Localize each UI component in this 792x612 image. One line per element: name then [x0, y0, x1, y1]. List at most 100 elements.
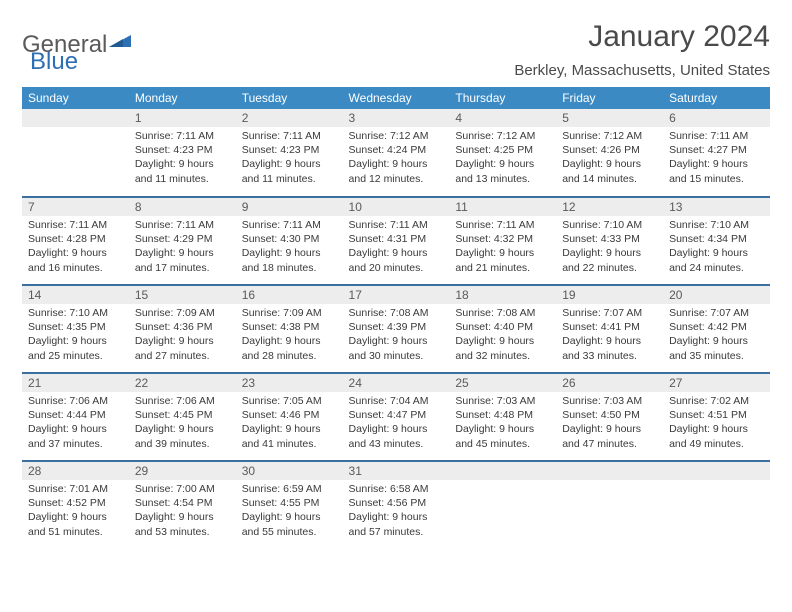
day-detail-line: Sunrise: 7:12 AM [455, 129, 550, 143]
day-number: 23 [236, 374, 343, 392]
day-details: Sunrise: 7:08 AMSunset: 4:39 PMDaylight:… [343, 304, 450, 367]
day-number: 17 [343, 286, 450, 304]
day-detail-line: and 53 minutes. [135, 525, 230, 539]
weekday-header: Tuesday [236, 87, 343, 109]
day-details: Sunrise: 7:03 AMSunset: 4:48 PMDaylight:… [449, 392, 556, 455]
day-detail-line: Sunrise: 7:06 AM [28, 394, 123, 408]
day-number: 3 [343, 109, 450, 127]
day-detail-line: Daylight: 9 hours [669, 422, 764, 436]
header: General January 2024 Berkley, Massachuse… [22, 20, 770, 79]
day-detail-line: Sunset: 4:47 PM [349, 408, 444, 422]
day-detail-line: Sunset: 4:36 PM [135, 320, 230, 334]
day-detail-line: Sunset: 4:29 PM [135, 232, 230, 246]
day-detail-line: and 12 minutes. [349, 172, 444, 186]
day-detail-line: Sunset: 4:35 PM [28, 320, 123, 334]
day-detail-line: Daylight: 9 hours [455, 422, 550, 436]
day-number: 14 [22, 286, 129, 304]
day-number: 31 [343, 462, 450, 480]
calendar-cell: 25Sunrise: 7:03 AMSunset: 4:48 PMDayligh… [449, 373, 556, 461]
calendar-cell: 29Sunrise: 7:00 AMSunset: 4:54 PMDayligh… [129, 461, 236, 549]
logo-text-blue: Blue [30, 48, 78, 76]
day-number: 25 [449, 374, 556, 392]
day-detail-line: Sunrise: 7:00 AM [135, 482, 230, 496]
day-detail-line: and 32 minutes. [455, 349, 550, 363]
calendar-row: 7Sunrise: 7:11 AMSunset: 4:28 PMDaylight… [22, 197, 770, 285]
day-details: Sunrise: 7:11 AMSunset: 4:30 PMDaylight:… [236, 216, 343, 279]
day-number: 29 [129, 462, 236, 480]
calendar-row: 21Sunrise: 7:06 AMSunset: 4:44 PMDayligh… [22, 373, 770, 461]
day-detail-line: Daylight: 9 hours [28, 246, 123, 260]
day-details: Sunrise: 7:11 AMSunset: 4:32 PMDaylight:… [449, 216, 556, 279]
weekday-header: Friday [556, 87, 663, 109]
day-details: Sunrise: 7:09 AMSunset: 4:38 PMDaylight:… [236, 304, 343, 367]
day-number: 19 [556, 286, 663, 304]
day-detail-line: and 25 minutes. [28, 349, 123, 363]
calendar-cell: 2Sunrise: 7:11 AMSunset: 4:23 PMDaylight… [236, 109, 343, 197]
calendar-cell: 26Sunrise: 7:03 AMSunset: 4:50 PMDayligh… [556, 373, 663, 461]
day-detail-line: Sunset: 4:34 PM [669, 232, 764, 246]
day-detail-line: Sunrise: 7:11 AM [242, 129, 337, 143]
day-detail-line: Daylight: 9 hours [669, 334, 764, 348]
day-number: 13 [663, 198, 770, 216]
day-detail-line: Daylight: 9 hours [135, 334, 230, 348]
calendar-row: 14Sunrise: 7:10 AMSunset: 4:35 PMDayligh… [22, 285, 770, 373]
day-detail-line: Sunset: 4:31 PM [349, 232, 444, 246]
day-number: 18 [449, 286, 556, 304]
day-detail-line: Sunrise: 7:09 AM [135, 306, 230, 320]
day-detail-line: Daylight: 9 hours [28, 422, 123, 436]
day-detail-line: Sunrise: 7:07 AM [562, 306, 657, 320]
calendar-cell: 31Sunrise: 6:58 AMSunset: 4:56 PMDayligh… [343, 461, 450, 549]
day-detail-line: Sunrise: 6:58 AM [349, 482, 444, 496]
day-detail-line: and 57 minutes. [349, 525, 444, 539]
day-detail-line: Daylight: 9 hours [135, 510, 230, 524]
day-detail-line: Sunset: 4:28 PM [28, 232, 123, 246]
day-detail-line: Sunrise: 7:03 AM [455, 394, 550, 408]
day-number [22, 109, 129, 127]
day-detail-line: Sunrise: 7:03 AM [562, 394, 657, 408]
calendar-cell: 22Sunrise: 7:06 AMSunset: 4:45 PMDayligh… [129, 373, 236, 461]
day-details: Sunrise: 7:08 AMSunset: 4:40 PMDaylight:… [449, 304, 556, 367]
day-detail-line: Sunset: 4:23 PM [135, 143, 230, 157]
day-details: Sunrise: 7:05 AMSunset: 4:46 PMDaylight:… [236, 392, 343, 455]
day-detail-line: and 43 minutes. [349, 437, 444, 451]
day-detail-line: Sunrise: 7:12 AM [562, 129, 657, 143]
day-detail-line: Sunset: 4:30 PM [242, 232, 337, 246]
calendar-cell: 16Sunrise: 7:09 AMSunset: 4:38 PMDayligh… [236, 285, 343, 373]
day-details: Sunrise: 7:07 AMSunset: 4:42 PMDaylight:… [663, 304, 770, 367]
day-detail-line: Sunset: 4:46 PM [242, 408, 337, 422]
calendar-cell: 28Sunrise: 7:01 AMSunset: 4:52 PMDayligh… [22, 461, 129, 549]
calendar-cell: 1Sunrise: 7:11 AMSunset: 4:23 PMDaylight… [129, 109, 236, 197]
day-detail-line: and 35 minutes. [669, 349, 764, 363]
day-details: Sunrise: 6:58 AMSunset: 4:56 PMDaylight:… [343, 480, 450, 543]
day-detail-line: and 17 minutes. [135, 261, 230, 275]
day-number: 12 [556, 198, 663, 216]
calendar-cell: 20Sunrise: 7:07 AMSunset: 4:42 PMDayligh… [663, 285, 770, 373]
day-detail-line: Daylight: 9 hours [242, 246, 337, 260]
calendar-cell: 13Sunrise: 7:10 AMSunset: 4:34 PMDayligh… [663, 197, 770, 285]
day-detail-line: Daylight: 9 hours [455, 246, 550, 260]
day-details: Sunrise: 7:06 AMSunset: 4:45 PMDaylight:… [129, 392, 236, 455]
day-number: 4 [449, 109, 556, 127]
calendar-cell: 14Sunrise: 7:10 AMSunset: 4:35 PMDayligh… [22, 285, 129, 373]
day-detail-line: Daylight: 9 hours [242, 510, 337, 524]
day-detail-line: and 51 minutes. [28, 525, 123, 539]
day-detail-line: and 22 minutes. [562, 261, 657, 275]
day-detail-line: Sunset: 4:32 PM [455, 232, 550, 246]
title-block: January 2024 Berkley, Massachusetts, Uni… [514, 20, 770, 79]
calendar-cell: 18Sunrise: 7:08 AMSunset: 4:40 PMDayligh… [449, 285, 556, 373]
day-details: Sunrise: 7:12 AMSunset: 4:24 PMDaylight:… [343, 127, 450, 190]
day-detail-line: Daylight: 9 hours [28, 510, 123, 524]
day-details: Sunrise: 7:10 AMSunset: 4:34 PMDaylight:… [663, 216, 770, 279]
day-detail-line: Sunset: 4:33 PM [562, 232, 657, 246]
day-detail-line: Daylight: 9 hours [349, 334, 444, 348]
day-details: Sunrise: 7:10 AMSunset: 4:33 PMDaylight:… [556, 216, 663, 279]
day-detail-line: Sunset: 4:24 PM [349, 143, 444, 157]
day-detail-line: Sunset: 4:55 PM [242, 496, 337, 510]
day-detail-line: and 45 minutes. [455, 437, 550, 451]
day-details: Sunrise: 7:11 AMSunset: 4:29 PMDaylight:… [129, 216, 236, 279]
day-detail-line: Daylight: 9 hours [349, 246, 444, 260]
weekday-header: Monday [129, 87, 236, 109]
day-detail-line: Sunset: 4:48 PM [455, 408, 550, 422]
day-detail-line: Sunrise: 7:02 AM [669, 394, 764, 408]
day-detail-line: Sunrise: 7:10 AM [562, 218, 657, 232]
